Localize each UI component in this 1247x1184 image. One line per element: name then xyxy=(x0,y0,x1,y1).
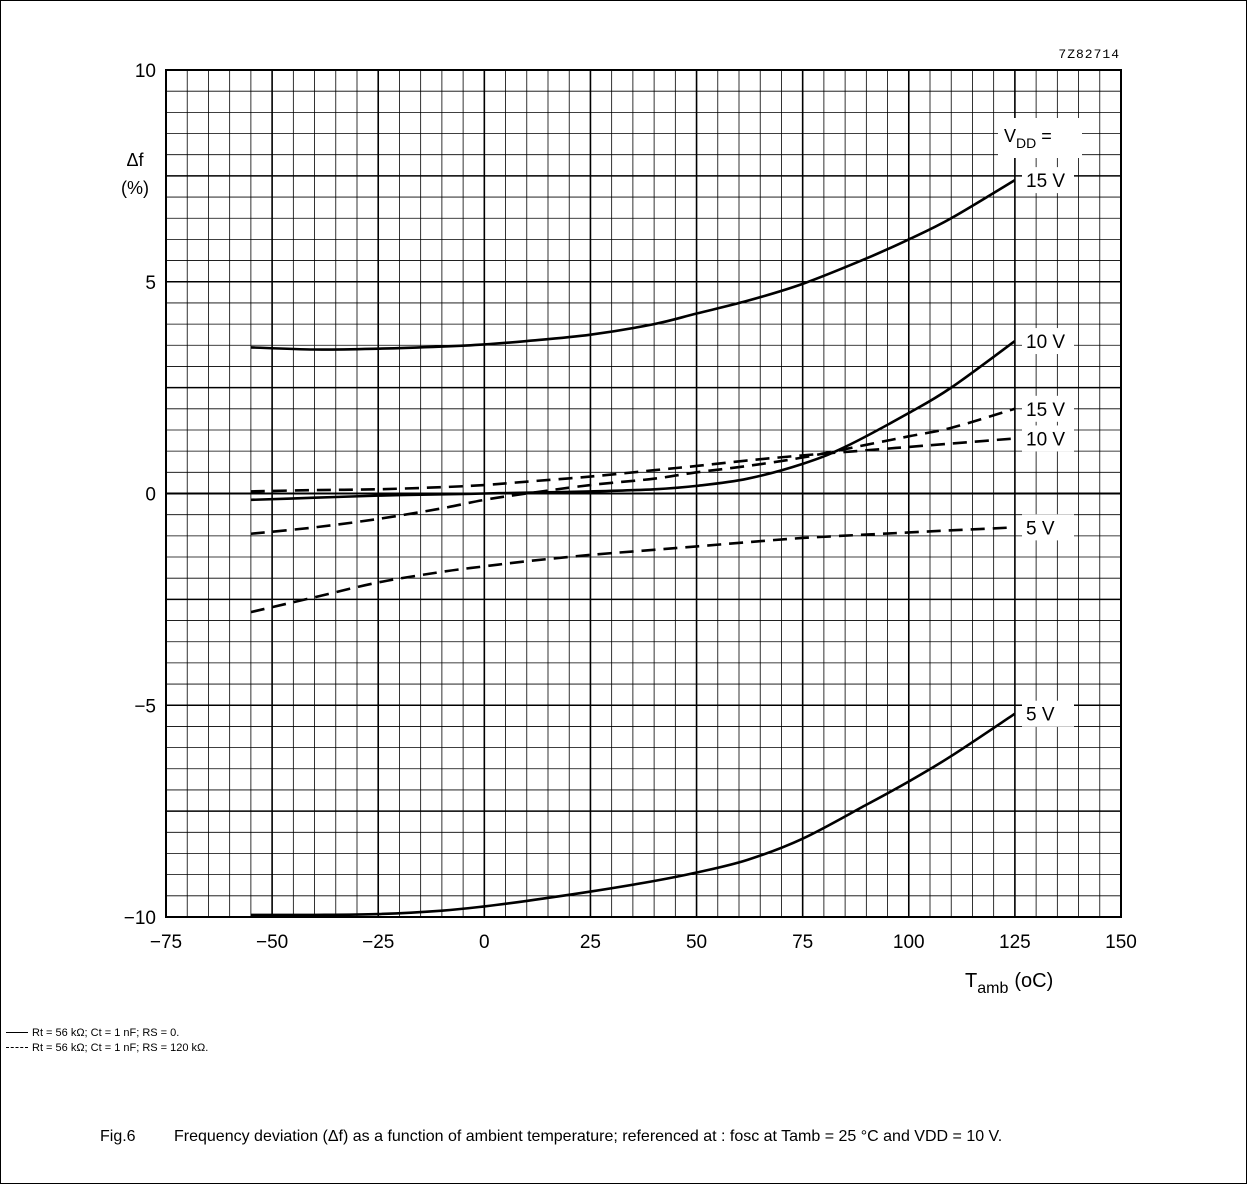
x-tick-label: 0 xyxy=(479,932,490,953)
y-axis-label-unit: (%) xyxy=(121,178,149,198)
series-label-bg xyxy=(1022,514,1074,541)
legend-dashed-line: Rt = 56 kΩ; Ct = 1 nF; RS = 120 kΩ. xyxy=(6,1041,208,1055)
y-tick-label: 0 xyxy=(145,485,156,506)
x-tick-label: −25 xyxy=(362,932,394,953)
x-axis-label-unit: (oC) xyxy=(1014,970,1053,992)
solid-line-swatch xyxy=(6,1032,28,1034)
series-label-solid-5v: 5 V xyxy=(1026,705,1055,726)
x-axis-label-sub: amb xyxy=(977,980,1008,997)
dashed-line-swatch xyxy=(6,1047,28,1049)
series-label-solid-15v: 15 V xyxy=(1026,171,1065,192)
series-line-dashed-15v xyxy=(250,407,1016,536)
series-line-dashed-5v xyxy=(250,526,1015,614)
x-tick-label: 150 xyxy=(1105,932,1137,953)
series-label-bg xyxy=(1022,167,1074,194)
series-label-solid-10v: 10 V xyxy=(1026,332,1065,353)
series-line-solid-10v xyxy=(250,339,1016,502)
series-group xyxy=(250,178,1016,917)
caption-label: Fig.6 xyxy=(100,1128,136,1145)
caption-text: Frequency deviation (Δf) as a function o… xyxy=(174,1128,1003,1145)
y-tick-label: 5 xyxy=(145,273,156,294)
series-labels: 15 V 10 V 5 V 15 V 10 V 5 V xyxy=(1022,167,1074,727)
x-tick-label: −75 xyxy=(150,932,182,953)
series-line-dashed-10v xyxy=(250,437,1015,493)
legend-solid-line: Rt = 56 kΩ; Ct = 1 nF; RS = 0. xyxy=(6,1026,179,1040)
series-line-solid-5v xyxy=(250,712,1016,917)
y-tick-label: 10 xyxy=(135,61,156,82)
series-label-bg xyxy=(1022,328,1074,355)
x-axis-label: Tamb (oC) xyxy=(965,970,1053,997)
series-label-bg xyxy=(1022,425,1074,452)
series-label-bg xyxy=(1022,700,1074,727)
y-tick-label: −5 xyxy=(134,696,156,717)
y-tick-label: −10 xyxy=(124,908,156,929)
series-line-solid-15v xyxy=(250,178,1016,351)
series-label-dashed-5v: 5 V xyxy=(1026,518,1055,539)
x-axis-label-main: T xyxy=(965,970,977,992)
legend-dashed-text: Rt = 56 kΩ; Ct = 1 nF; RS = 120 kΩ. xyxy=(32,1042,209,1054)
x-tick-label: −50 xyxy=(256,932,288,953)
x-tick-label: 25 xyxy=(580,932,601,953)
figure-code: 7Z82714 xyxy=(1058,47,1120,62)
vdd-legend-header: VDD = xyxy=(998,118,1082,158)
y-axis-label-delta: Δf xyxy=(126,150,144,170)
x-tick-label: 125 xyxy=(999,932,1031,953)
x-tick-label: 75 xyxy=(792,932,813,953)
series-label-dashed-10v: 10 V xyxy=(1026,429,1065,450)
plot-border xyxy=(165,69,1122,918)
x-tick-label: 50 xyxy=(686,932,707,953)
legend-solid-text: Rt = 56 kΩ; Ct = 1 nF; RS = 0. xyxy=(32,1027,180,1039)
series-label-bg xyxy=(1022,395,1074,422)
x-tick-label: 100 xyxy=(893,932,925,953)
series-label-dashed-15v: 15 V xyxy=(1026,400,1065,421)
